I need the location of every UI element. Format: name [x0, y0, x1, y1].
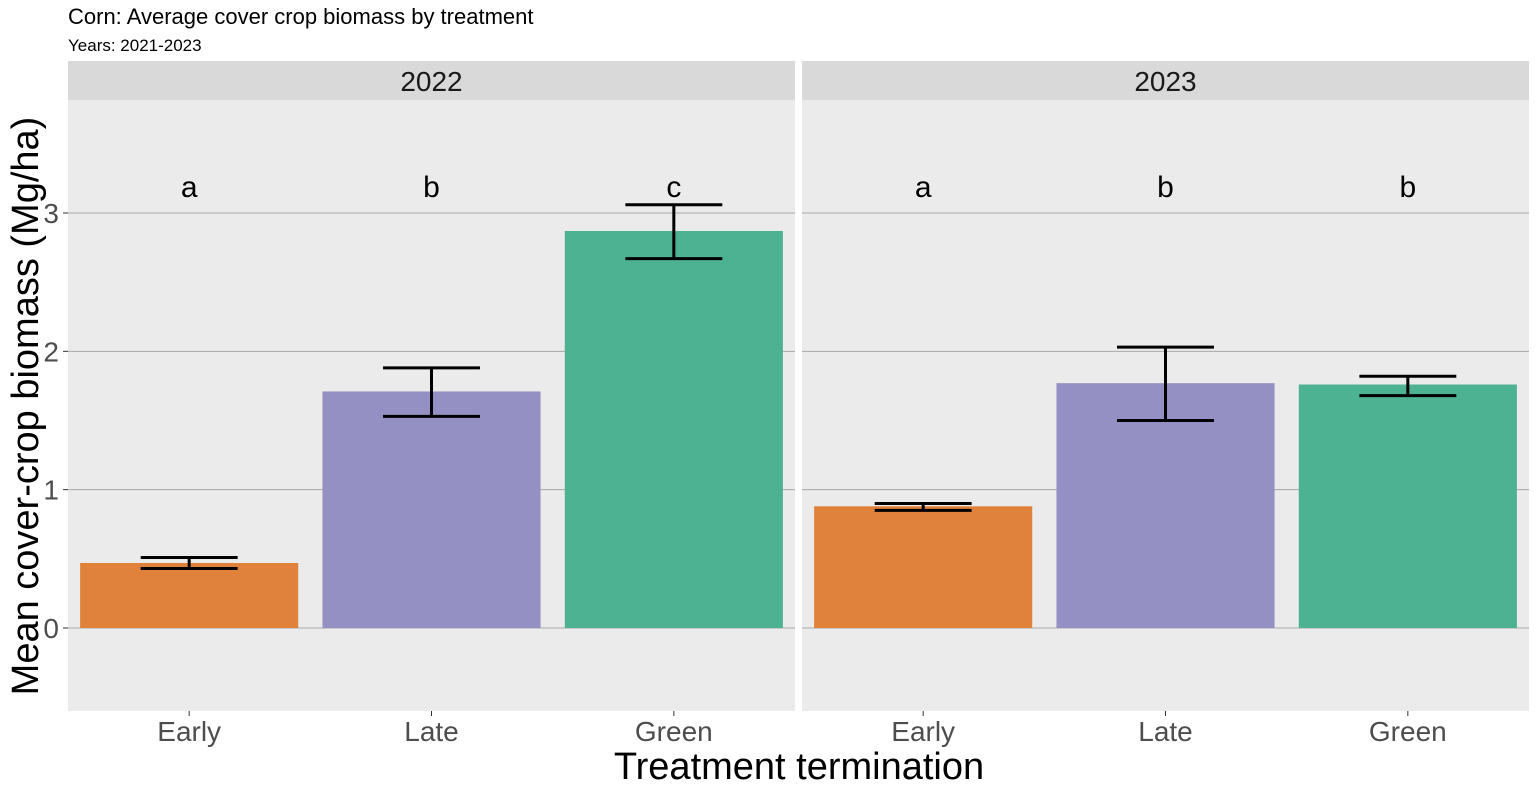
bar-late — [1056, 383, 1275, 628]
error-bar — [383, 366, 480, 418]
y-axis-title: Mean cover-crop biomass (Mg/ha) — [5, 117, 47, 696]
y-tick-label: 1 — [43, 475, 59, 506]
bar-green — [564, 230, 783, 628]
error-bar — [140, 555, 238, 571]
error-bar — [874, 502, 972, 512]
panel-2023: 2023 a Early b Late b Green — [802, 61, 1529, 747]
facet-strip — [68, 61, 795, 100]
error-bar — [625, 203, 723, 261]
y-tick-label: 2 — [43, 336, 59, 367]
x-tick-label: Green — [1369, 716, 1447, 747]
y-tick-label: 3 — [43, 198, 59, 229]
bar-late — [322, 391, 541, 628]
chart-subtitle: Years: 2021-2023 — [68, 36, 202, 55]
bar-early — [80, 562, 299, 628]
significance-letter: b — [1157, 171, 1174, 204]
significance-letter: a — [915, 171, 932, 204]
significance-letter: c — [666, 171, 681, 204]
significance-letter: b — [1399, 171, 1416, 204]
significance-letter: a — [181, 171, 198, 204]
bar-green — [1298, 384, 1517, 628]
x-tick-label: Late — [404, 716, 459, 747]
x-tick-label: Late — [1138, 716, 1193, 747]
x-tick-label: Early — [157, 716, 221, 747]
facet-strip-label: 2022 — [400, 66, 462, 97]
bar-early — [814, 506, 1033, 628]
facet-strip — [802, 61, 1529, 100]
significance-letter: b — [423, 171, 440, 204]
y-tick-label: 0 — [43, 613, 59, 644]
facet-strip-label: 2023 — [1134, 66, 1196, 97]
chart-title: Corn: Average cover crop biomass by trea… — [68, 4, 533, 29]
panel-2022: 2022 a Early b Late c Green — [68, 61, 795, 747]
error-bar — [1117, 345, 1214, 422]
x-tick-label: Green — [635, 716, 713, 747]
y-axis: 0 1 2 3 — [43, 198, 68, 644]
facet-panels: 2022 a Early b Late c Green 2023 a Early b Late b Gre… — [68, 61, 1529, 747]
error-bar — [1359, 374, 1457, 398]
x-axis-title: Treatment termination — [614, 746, 984, 788]
x-tick-label: Early — [891, 716, 955, 747]
